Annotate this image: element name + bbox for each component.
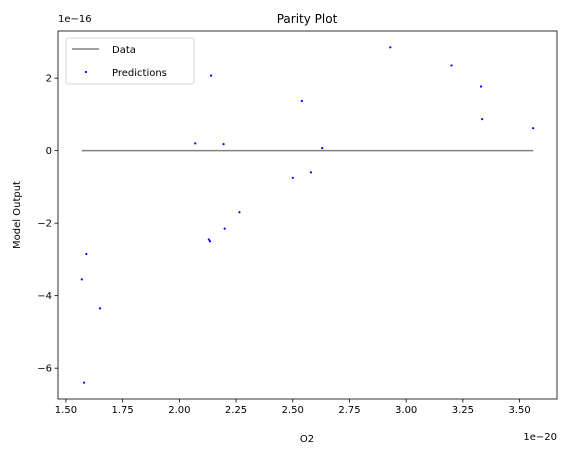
x-tick-label: 3.50 [508, 405, 530, 416]
x-tick-label: 1.50 [55, 405, 77, 416]
prediction-point [210, 74, 213, 77]
prediction-point [309, 171, 313, 174]
y-offset-label: 1e−16 [58, 14, 92, 25]
prediction-point [223, 227, 226, 230]
y-tick-label: −4 [37, 291, 52, 302]
prediction-point [98, 307, 102, 310]
y-tick-label: −2 [37, 219, 52, 230]
prediction-point [389, 46, 392, 49]
prediction-point [194, 142, 197, 145]
x-tick-label: 2.00 [168, 405, 190, 416]
prediction-point [222, 143, 225, 146]
x-tick-label: 3.00 [395, 405, 417, 416]
axis-ticks: 1.50 1.75 2.00 2.25 2.50 2.75 3.00 3.25 3.50 −6 −4… [37, 74, 530, 416]
prediction-point [532, 127, 535, 130]
x-tick-label: 1.75 [112, 405, 134, 416]
y-tick-label: 0 [46, 146, 52, 157]
prediction-point [80, 278, 83, 281]
prediction-point [481, 118, 484, 121]
prediction-point [208, 240, 212, 243]
legend-marker-swatch [84, 70, 88, 74]
y-tick-label: −6 [37, 364, 52, 375]
plot-frame [57, 30, 558, 400]
prediction-point [300, 99, 303, 103]
prediction-point [207, 238, 210, 241]
prediction-point [450, 64, 453, 67]
x-tick-label: 3.25 [452, 405, 474, 416]
x-axis-label: O2 [300, 434, 314, 445]
prediction-point [238, 211, 241, 214]
prediction-point [82, 381, 86, 384]
prediction-point [321, 147, 324, 150]
prediction-point [85, 252, 88, 256]
chart-title: Parity Plot [277, 12, 338, 26]
prediction-point [291, 176, 294, 179]
x-tick-label: 2.75 [338, 405, 360, 416]
x-tick-label: 2.25 [225, 405, 247, 416]
prediction-point [479, 85, 483, 88]
x-offset-label: 1e−20 [523, 432, 557, 443]
legend-label: Predictions [112, 68, 167, 79]
y-tick-label: 2 [46, 74, 52, 85]
x-tick-label: 2.50 [282, 405, 304, 416]
legend-label: Data [112, 45, 136, 56]
legend: Data Predictions [65, 37, 195, 85]
y-axis-label: Model Output [12, 181, 23, 249]
plot-series [80, 46, 535, 384]
